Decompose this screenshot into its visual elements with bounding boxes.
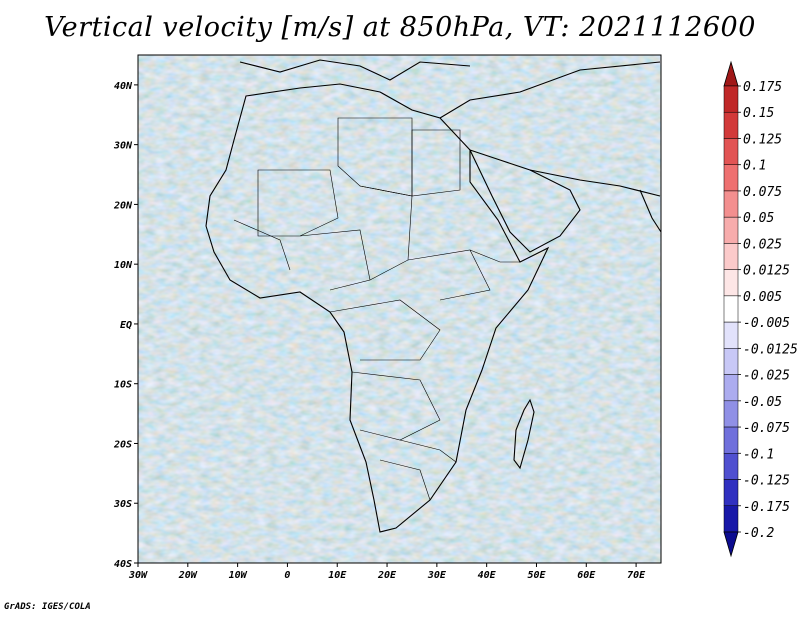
colorbar-label: -0.1 — [743, 447, 774, 462]
colorbar-label: -0.2 — [743, 526, 774, 541]
plot-frame — [137, 54, 662, 564]
lat-tick-label: 20N — [113, 200, 133, 211]
colorbar-swatch — [723, 190, 739, 218]
country-borders — [233, 117, 520, 501]
colorbar-swatch — [723, 85, 739, 113]
africa-coast — [205, 83, 550, 533]
middle-east-coast — [439, 61, 661, 119]
colorbar-swatch — [723, 348, 739, 375]
colorbar-swatch — [723, 374, 739, 402]
colorbar-swatch — [723, 453, 739, 480]
colorbar-swatch — [723, 216, 739, 244]
lon-tick-label: 60E — [577, 570, 596, 581]
velocity-field — [138, 55, 661, 563]
colorbar-label: 0.125 — [743, 132, 782, 147]
colorbar-label: 0.05 — [743, 211, 774, 226]
colorbar-label: 0.1 — [743, 159, 766, 174]
lat-tick-label: 30N — [113, 141, 133, 152]
colorbar-label: -0.125 — [743, 474, 790, 489]
lon-tick-label: 30E — [427, 570, 447, 581]
colorbar-swatch — [723, 138, 739, 165]
grads-credit: GrADS: IGES/COLA — [4, 602, 91, 612]
colorbar-label: 0.005 — [743, 290, 782, 305]
europe-coast — [239, 59, 471, 81]
colorbar-swatch — [723, 164, 739, 192]
arabia-coast — [468, 149, 581, 253]
lat-tick-label: EQ — [120, 320, 132, 331]
lon-axis: 30W 20W 10W 0 10E 20E 30E 40E 50E 60E 70E — [128, 563, 646, 581]
madagascar-coast — [513, 398, 535, 470]
colorbar-bottom-arrow — [723, 531, 739, 558]
lat-axis: 40N 30N 20N 10N EQ 10S 20S 30S 40S — [113, 81, 138, 570]
colorbar-swatch — [723, 295, 739, 323]
colorbar-swatch — [723, 426, 739, 454]
map-title: Vertical velocity [m/s] at 850hPa, VT: 2… — [44, 12, 756, 43]
colorbar-label: -0.075 — [743, 421, 790, 436]
colorbar-swatch — [723, 269, 739, 297]
colorbar-swatch — [723, 111, 739, 139]
lon-tick-label: 0 — [284, 570, 290, 581]
colorbar-label: -0.0125 — [743, 342, 798, 357]
coastlines — [205, 59, 661, 533]
lon-tick-label: 10E — [328, 570, 347, 581]
colorbar-label: -0.175 — [743, 500, 790, 515]
colorbar-label: -0.05 — [743, 395, 782, 410]
lon-tick-label: 20W — [178, 570, 198, 581]
colorbar-label: -0.005 — [743, 316, 790, 331]
colorbar-label: 0.15 — [743, 106, 774, 121]
lon-tick-label: 70E — [627, 570, 646, 581]
colorbar-label: 0.0125 — [743, 264, 790, 279]
lon-tick-label: 10W — [229, 570, 248, 581]
lat-tick-label: 30S — [113, 499, 132, 510]
colorbar-label: 0.175 — [743, 80, 782, 95]
lon-tick-label: 20E — [377, 570, 397, 581]
lat-tick-label: 40S — [114, 559, 132, 570]
colorbar-swatch — [723, 505, 739, 533]
colorbar-label: -0.025 — [743, 369, 790, 384]
colorbar-swatch — [723, 321, 739, 349]
lon-tick-label: 40E — [478, 570, 497, 581]
colorbar-top-arrow — [723, 60, 739, 87]
colorbar-label: 0.025 — [743, 237, 782, 252]
colorbar-swatch — [723, 400, 739, 428]
map-plot-area — [138, 55, 661, 563]
colorbar-swatch — [723, 479, 739, 507]
lat-tick-label: 10N — [114, 260, 133, 271]
lat-tick-label: 20S — [113, 439, 132, 450]
lon-tick-label: 50E — [527, 570, 546, 581]
lat-tick-label: 10S — [114, 380, 132, 391]
colorbar-swatch — [723, 243, 739, 270]
india-coast — [639, 189, 661, 233]
lon-tick-label: 30W — [128, 570, 148, 581]
colorbar: 0.175 0.15 0.125 0.1 0.075 0.05 0.025 0.0125 0.0… — [723, 60, 798, 558]
lat-tick-label: 40N — [114, 81, 133, 92]
colorbar-label: 0.075 — [743, 185, 782, 200]
